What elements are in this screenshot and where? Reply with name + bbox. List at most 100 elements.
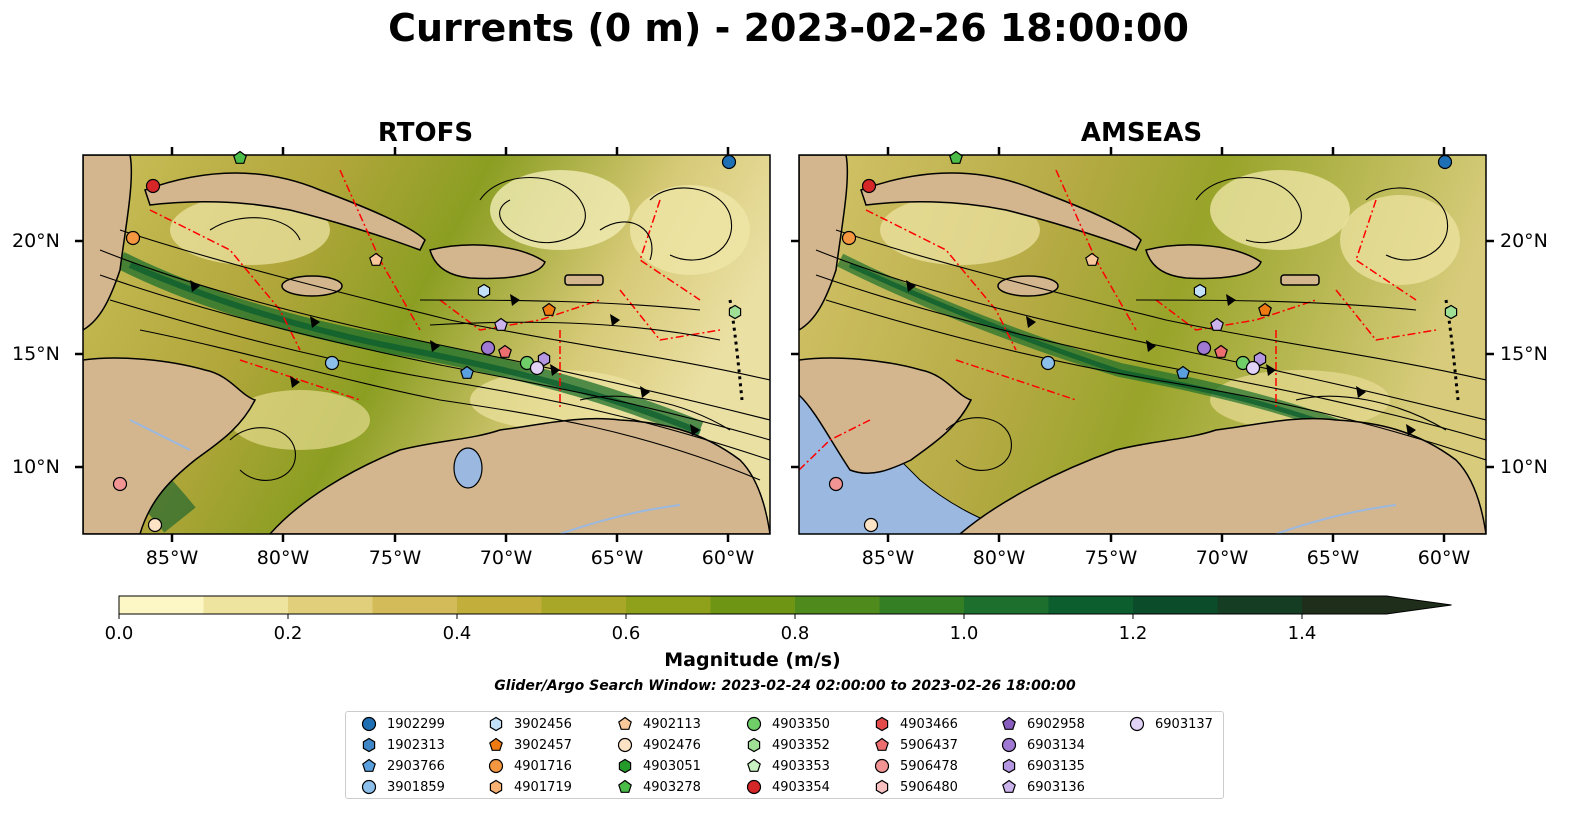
lon-label-60w: 60°W	[701, 547, 755, 569]
hexagon-marker-icon	[875, 779, 889, 795]
legend-label: 6903137	[1155, 716, 1213, 732]
float-marker-4901716-amseas	[841, 230, 857, 246]
float-marker-5906437-amseas	[1214, 344, 1228, 358]
lat-label-15n: 15°N	[12, 343, 60, 365]
legend-item-4902476: 4902476	[617, 735, 701, 755]
legend-label: 4903353	[772, 758, 830, 774]
hexagon-marker-icon	[1002, 758, 1016, 774]
circle-marker-icon	[617, 737, 633, 753]
circle-marker-icon	[874, 758, 890, 774]
pentagon-marker-icon	[489, 737, 503, 751]
pentagon-marker-icon	[362, 758, 376, 772]
legend-item-6903137: 6903137	[1129, 714, 1213, 734]
circle-marker-icon	[1001, 737, 1017, 753]
legend-item-5906480: 5906480	[874, 777, 958, 797]
legend-label: 4902476	[643, 737, 701, 753]
float-marker-2903766-amseas	[1176, 365, 1190, 379]
pentagon-marker-icon	[747, 758, 761, 772]
legend-item-2903766: 2903766	[361, 756, 445, 776]
float-marker-4903278-rtofs	[233, 150, 247, 164]
colorbar-segment	[1217, 596, 1303, 614]
colorbar-segment	[457, 596, 542, 614]
lon-label-65w-b: 65°W	[1306, 547, 1360, 569]
hexagon-marker-icon	[618, 758, 632, 774]
colorbar-segment	[964, 596, 1049, 614]
legend-item-4901719: 4901719	[488, 777, 572, 797]
colorbar-segment	[288, 596, 373, 614]
cb-tick-2: 0.4	[442, 623, 472, 644]
legend-label: 6903134	[1027, 737, 1085, 753]
legend-item-6903134: 6903134	[1001, 735, 1085, 755]
lat-label-10n-right: 10°N	[1500, 456, 1548, 478]
legend-item-4901716: 4901716	[488, 756, 572, 776]
float-marker-6903134-amseas	[1196, 340, 1212, 356]
float-marker-1902299-amseas	[1437, 154, 1453, 170]
colorbar-label: Magnitude (m/s)	[664, 649, 841, 671]
float-marker-3902457-amseas	[1258, 302, 1272, 316]
rtofs-map	[83, 155, 770, 534]
circle-marker-icon	[746, 779, 762, 795]
lon-label-85w-b: 85°W	[861, 547, 915, 569]
hexagon-marker-icon	[747, 737, 761, 753]
colorbar-segment	[879, 596, 965, 614]
cb-tick-6: 1.2	[1118, 623, 1148, 644]
pentagon-marker-icon	[1002, 716, 1016, 730]
lon-label-70w-b: 70°W	[1195, 547, 1249, 569]
legend-label: 4901716	[514, 758, 572, 774]
figure-title: Currents (0 m) - 2023-02-26 18:00:00	[388, 6, 1189, 50]
legend-item-4902113: 4902113	[617, 714, 701, 734]
pentagon-marker-icon	[1002, 779, 1016, 793]
lat-label-20n-right: 20°N	[1500, 230, 1548, 252]
legend-item-5906437: 5906437	[874, 735, 958, 755]
legend-label: 5906480	[900, 779, 958, 795]
colorbar-segment	[1302, 596, 1387, 614]
colorbar-extend-arrow	[1386, 596, 1452, 614]
legend-label: 4903350	[772, 716, 830, 732]
cb-tick-4: 0.8	[780, 623, 810, 644]
legend-item-6903136: 6903136	[1001, 777, 1085, 797]
lon-label-85w: 85°W	[145, 547, 199, 569]
float-marker-6903136-rtofs	[494, 317, 508, 331]
hexagon-marker-icon	[489, 779, 503, 795]
float-marker-3901859-rtofs	[324, 355, 340, 371]
legend-item-6903135: 6903135	[1001, 756, 1085, 776]
float-marker-5906478-rtofs	[112, 476, 128, 492]
legend-label: 4903354	[772, 779, 830, 795]
lon-label-65w: 65°W	[590, 547, 644, 569]
hexagon-marker-icon	[875, 716, 889, 732]
float-marker-4902476-rtofs	[147, 517, 163, 533]
float-marker-6903135-rtofs	[537, 351, 551, 367]
legend-label: 3902457	[514, 737, 572, 753]
legend-label: 4903051	[643, 758, 701, 774]
colorbar-segment	[626, 596, 711, 614]
float-marker-4902113-amseas	[1085, 252, 1099, 266]
legend-item-4903353: 4903353	[746, 756, 830, 776]
cb-tick-3: 0.6	[611, 623, 641, 644]
cb-tick-0: 0.0	[104, 623, 134, 644]
float-marker-3902456-rtofs	[477, 283, 491, 299]
legend-item-3902457: 3902457	[488, 735, 572, 755]
pentagon-marker-icon	[618, 779, 632, 793]
legend-item-3902456: 3902456	[488, 714, 572, 734]
legend-item-4903278: 4903278	[617, 777, 701, 797]
legend-label: 4902113	[643, 716, 701, 732]
circle-marker-icon	[361, 716, 377, 732]
float-marker-4902113-rtofs	[369, 252, 383, 266]
cb-tick-5: 1.0	[949, 623, 979, 644]
legend-label: 1902313	[387, 737, 445, 753]
legend-item-4903354: 4903354	[746, 777, 830, 797]
lon-label-75w-b: 75°W	[1084, 547, 1138, 569]
float-marker-4902476-amseas	[863, 517, 879, 533]
float-marker-3902456-amseas	[1193, 283, 1207, 299]
hexagon-marker-icon	[489, 716, 503, 732]
cb-tick-1: 0.2	[273, 623, 303, 644]
float-marker-6903136-amseas	[1210, 317, 1224, 331]
float-marker-5906478-amseas	[828, 476, 844, 492]
legend-label: 5906437	[900, 737, 958, 753]
pentagon-marker-icon	[875, 737, 889, 751]
float-marker-4903352-amseas	[1444, 304, 1458, 320]
legend-label: 3902456	[514, 716, 572, 732]
circle-marker-icon	[488, 758, 504, 774]
legend-item-6902958: 6902958	[1001, 714, 1085, 734]
